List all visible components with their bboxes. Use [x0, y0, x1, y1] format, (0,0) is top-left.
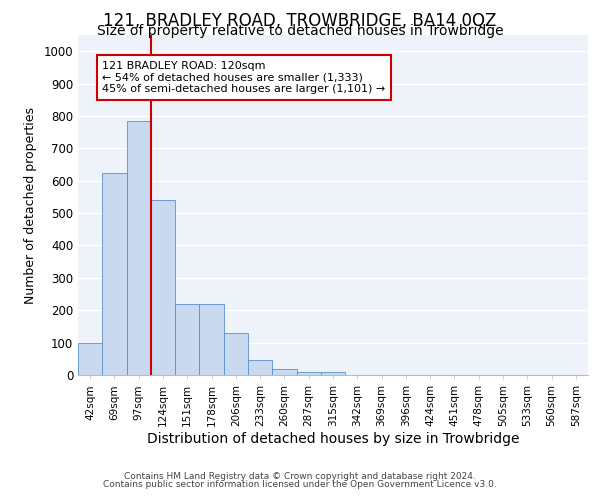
Text: 121 BRADLEY ROAD: 120sqm
← 54% of detached houses are smaller (1,333)
45% of sem: 121 BRADLEY ROAD: 120sqm ← 54% of detach… — [102, 61, 386, 94]
Bar — [248, 360, 272, 375]
Bar — [151, 200, 175, 375]
Text: Contains HM Land Registry data © Crown copyright and database right 2024.: Contains HM Land Registry data © Crown c… — [124, 472, 476, 481]
Y-axis label: Number of detached properties: Number of detached properties — [23, 106, 37, 304]
Bar — [272, 369, 296, 375]
Text: Contains public sector information licensed under the Open Government Licence v3: Contains public sector information licen… — [103, 480, 497, 489]
Bar — [321, 372, 345, 375]
Bar — [102, 172, 127, 375]
Bar — [224, 333, 248, 375]
Bar — [199, 304, 224, 375]
Bar — [78, 342, 102, 375]
Text: Size of property relative to detached houses in Trowbridge: Size of property relative to detached ho… — [97, 24, 503, 38]
Bar — [127, 121, 151, 375]
Text: 121, BRADLEY ROAD, TROWBRIDGE, BA14 0QZ: 121, BRADLEY ROAD, TROWBRIDGE, BA14 0QZ — [103, 12, 497, 30]
Bar — [296, 372, 321, 375]
Bar — [175, 304, 199, 375]
Text: Distribution of detached houses by size in Trowbridge: Distribution of detached houses by size … — [147, 432, 519, 446]
